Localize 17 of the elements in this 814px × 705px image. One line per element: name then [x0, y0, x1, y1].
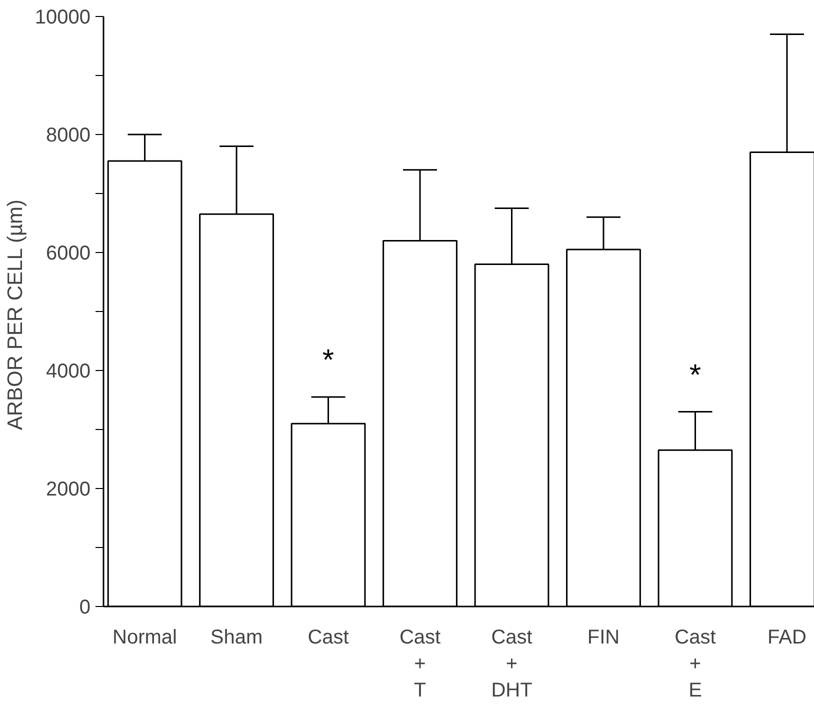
annotation: *: [322, 344, 334, 378]
x-tick-label: FIN: [587, 626, 620, 648]
x-tick-label: FAD: [768, 626, 806, 648]
y-tick-label: 8000: [46, 124, 91, 146]
x-tick-label: Cast + T: [399, 626, 442, 702]
x-tick-label: Cast: [308, 626, 350, 648]
annotation: *: [689, 358, 702, 392]
y-axis-title: ARBOR PER CELL (µm): [4, 199, 27, 430]
y-tick-label: 2000: [46, 478, 91, 500]
y-tick-label: 4000: [46, 360, 91, 382]
x-tick-label: Cast + E: [674, 626, 716, 702]
x-tick-label: Normal: [112, 626, 178, 648]
x-tick-label: Sham: [210, 626, 263, 648]
y-tick-label: 0: [79, 596, 90, 618]
y-tick-label: 6000: [46, 242, 91, 264]
y-tick-label: 10000: [34, 6, 91, 28]
x-tick-label: Cast + DHT: [491, 626, 533, 702]
